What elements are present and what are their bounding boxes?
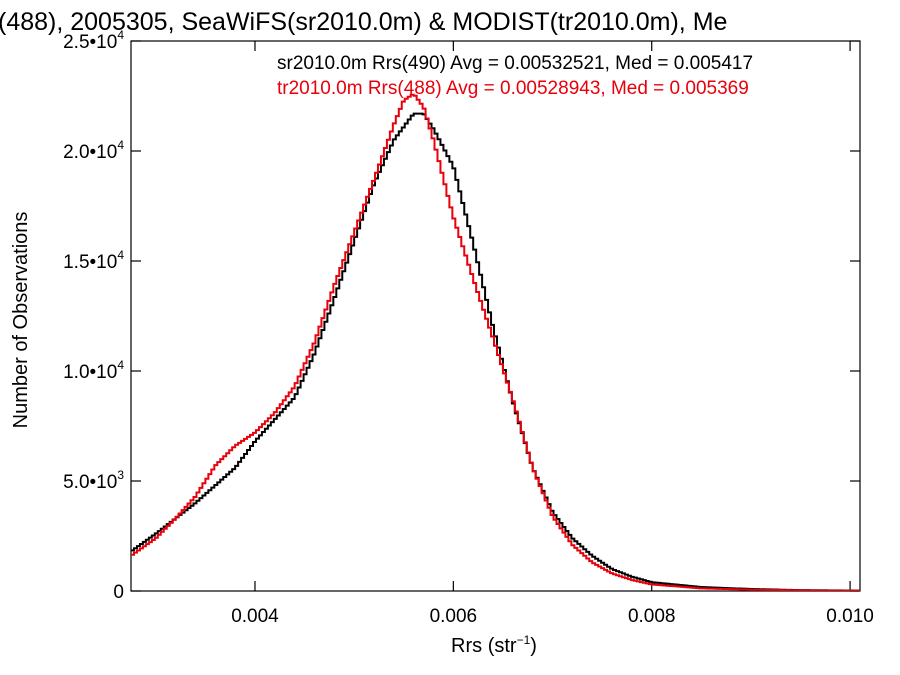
legend-entry-sr2010: sr2010.0m Rrs(490) Avg = 0.00532521, Med… <box>277 53 753 74</box>
x-tick-label: 0.006 <box>430 606 478 627</box>
y-tick-label: 1.0•104 <box>63 358 124 383</box>
y-tick-label: 0 <box>113 582 124 603</box>
y-tick-label: 1.5•104 <box>63 248 124 273</box>
x-axis-label-exponent: −1 <box>517 633 531 647</box>
x-axis: 0.004 0.006 0.008 0.010 <box>231 41 874 627</box>
y-axis-label: Number of Observations <box>10 212 32 429</box>
x-tick-label: 0.004 <box>231 606 279 627</box>
series-line-1 <box>131 93 860 591</box>
x-axis-label: Rrs (str−1) <box>451 633 537 657</box>
series-layer <box>131 93 860 591</box>
legend-entry-tr2010: tr2010.0m Rrs(488) Avg = 0.00528943, Med… <box>277 78 749 99</box>
y-tick-label: 2.5•104 <box>63 28 124 53</box>
chart-title: (488), 2005305, SeaWiFS(sr2010.0m) & MOD… <box>0 8 727 36</box>
y-tick-label: 5.0•103 <box>63 468 124 493</box>
y-tick-label: 2.0•104 <box>63 138 124 163</box>
y-axis: 0 5.0•103 1.0•104 1.5•104 2.0•104 2.5•104 <box>63 28 860 603</box>
x-tick-label: 0.010 <box>826 606 874 627</box>
series-line-0 <box>131 112 860 591</box>
plot-frame <box>130 40 861 592</box>
x-tick-label: 0.008 <box>628 606 676 627</box>
